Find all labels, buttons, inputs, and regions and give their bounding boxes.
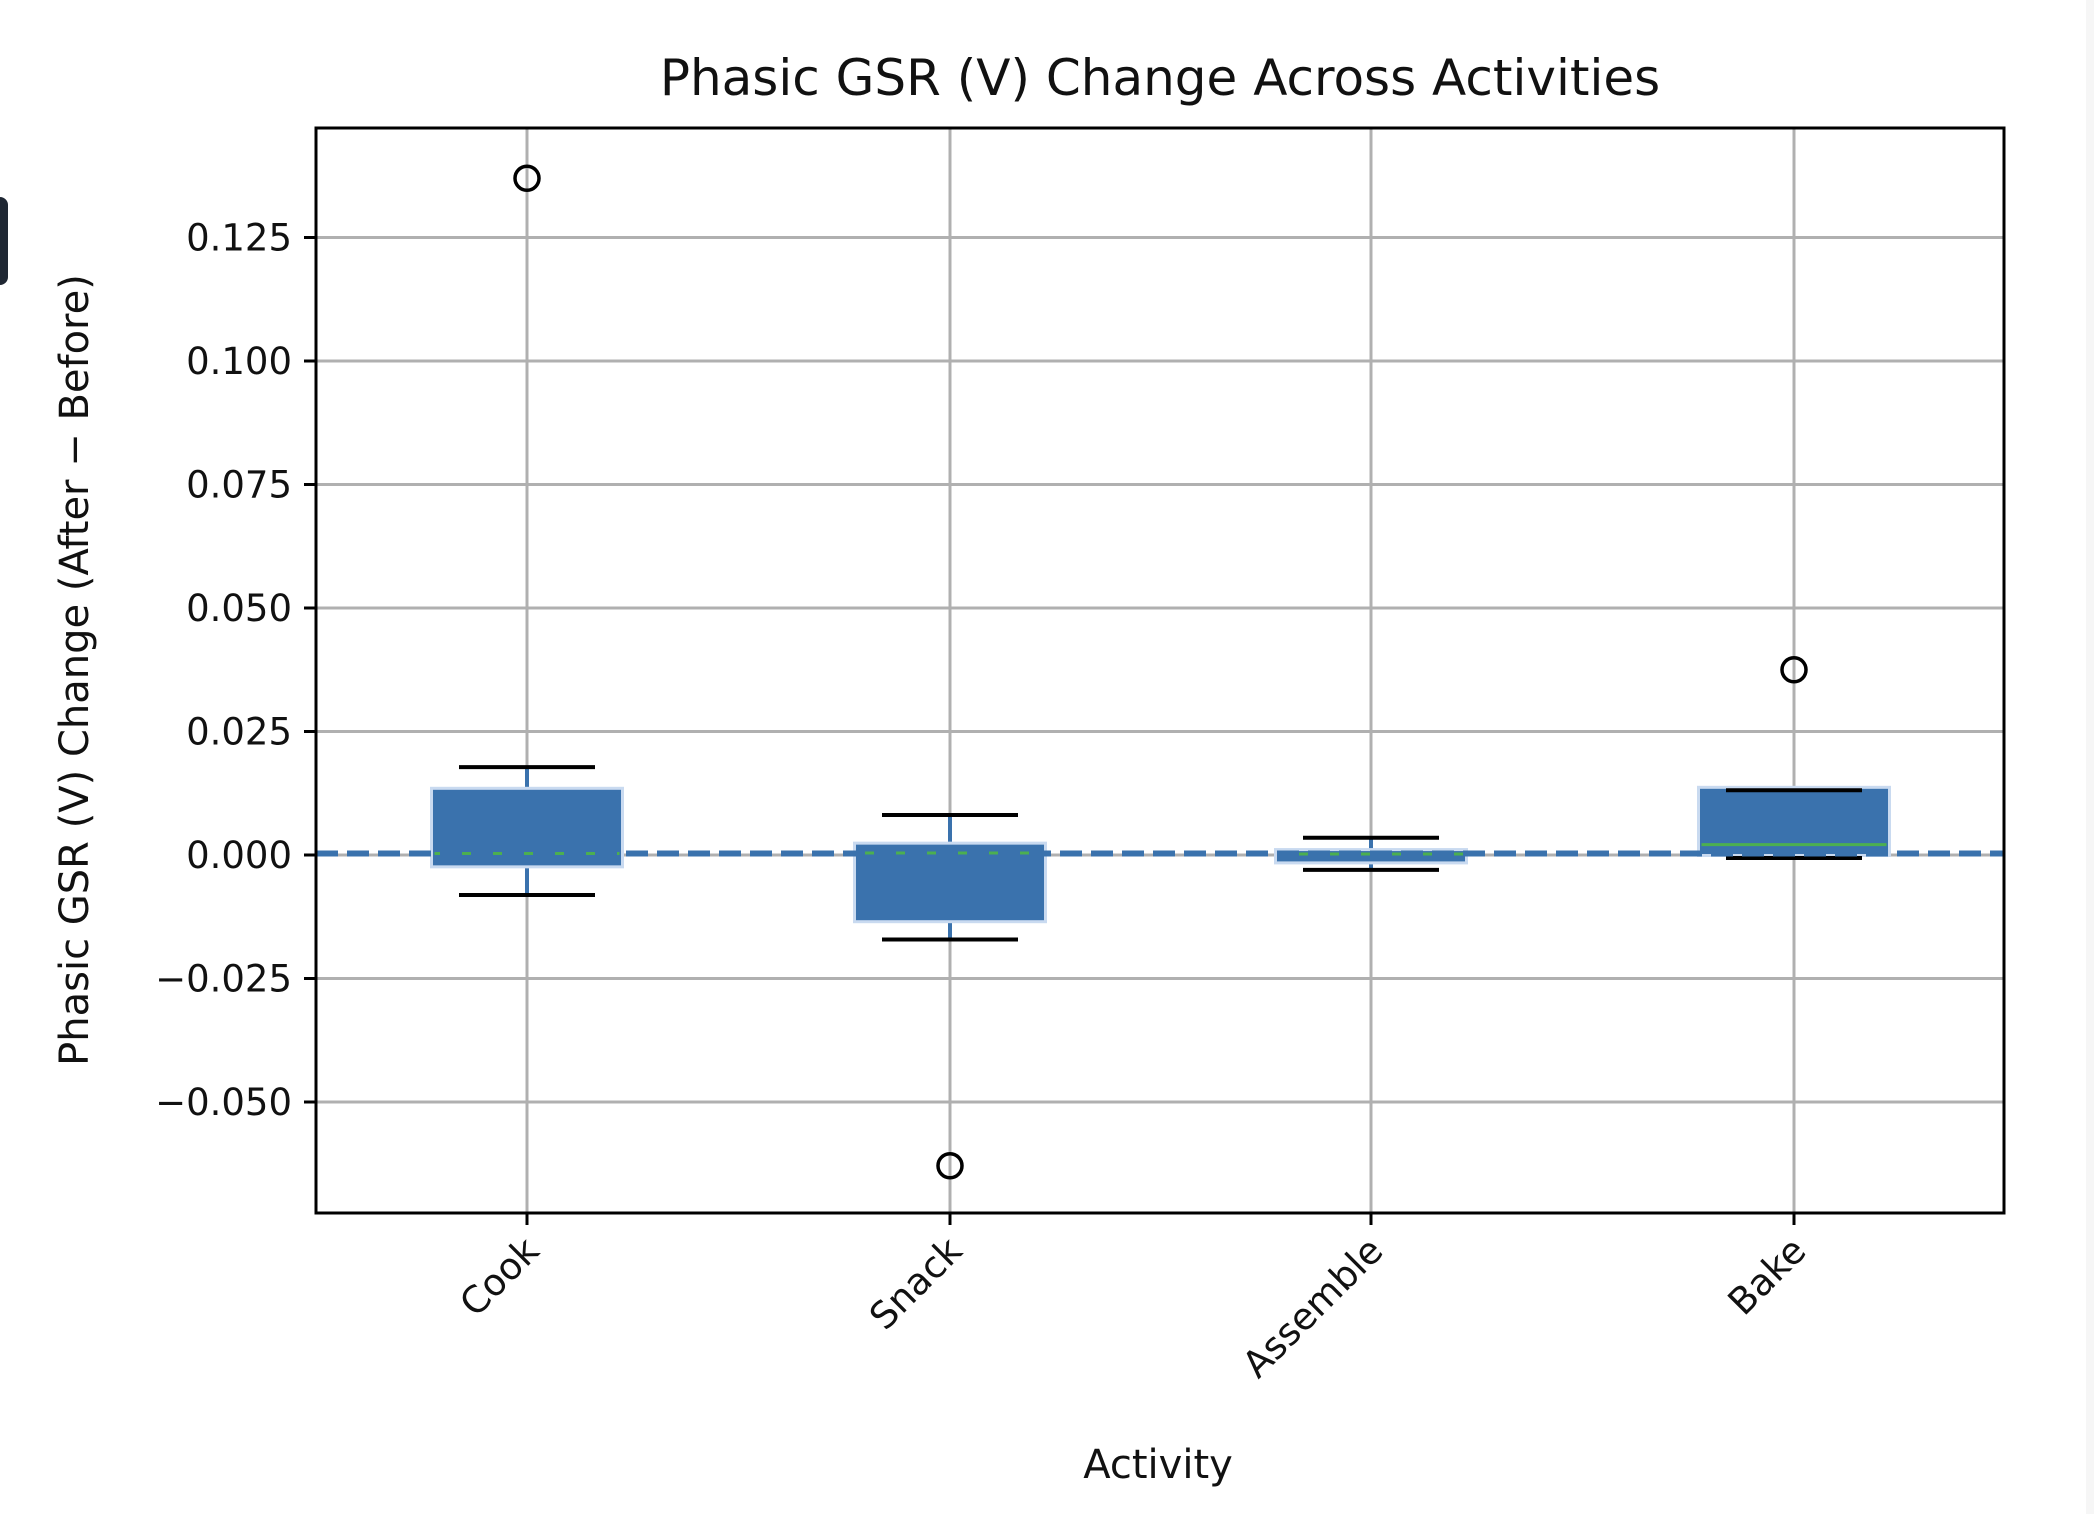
x-tick-label: Snack: [861, 1229, 971, 1339]
side-panel-tab[interactable]: [0, 197, 8, 285]
y-tick-label: 0.125: [186, 217, 292, 260]
y-tick-label: 0.075: [186, 464, 292, 507]
axes-border: [314, 126, 2006, 1215]
x-tick-label: Assemble: [1234, 1229, 1391, 1386]
box-plots: [316, 164, 2004, 1180]
outlier-marker: [513, 164, 541, 192]
y-axis-label: Phasic GSR (V) Change (After − Before): [52, 274, 98, 1066]
x-axis-ticks: Cook Snack Assemble Bake: [452, 1213, 1815, 1386]
page-edge-strip: [2086, 0, 2094, 1514]
box-bake: [1697, 656, 1891, 860]
x-tick-label: Cook: [452, 1229, 548, 1325]
y-tick-label: 0.050: [186, 587, 292, 630]
y-tick-label: 0.025: [186, 711, 292, 754]
y-tick-label: −0.025: [155, 958, 292, 1001]
x-tick-label: Bake: [1720, 1229, 1815, 1324]
x-axis-label: Activity: [1083, 1442, 1233, 1488]
chart-title: Phasic GSR (V) Change Across Activities: [660, 49, 1660, 107]
outlier-marker: [1780, 656, 1808, 684]
box-cook: [430, 164, 624, 898]
y-tick-label: 0.000: [186, 834, 292, 877]
outlier-marker: [936, 1151, 964, 1180]
grid-lines: [316, 128, 2004, 1213]
plot-frame: [314, 126, 2006, 1215]
y-axis-ticks: −0.050 −0.025 0.000 0.025 0.050 0.075 0.100 0.1…: [155, 217, 316, 1124]
y-tick-label: 0.100: [186, 340, 292, 383]
y-tick-label: −0.050: [155, 1081, 292, 1124]
